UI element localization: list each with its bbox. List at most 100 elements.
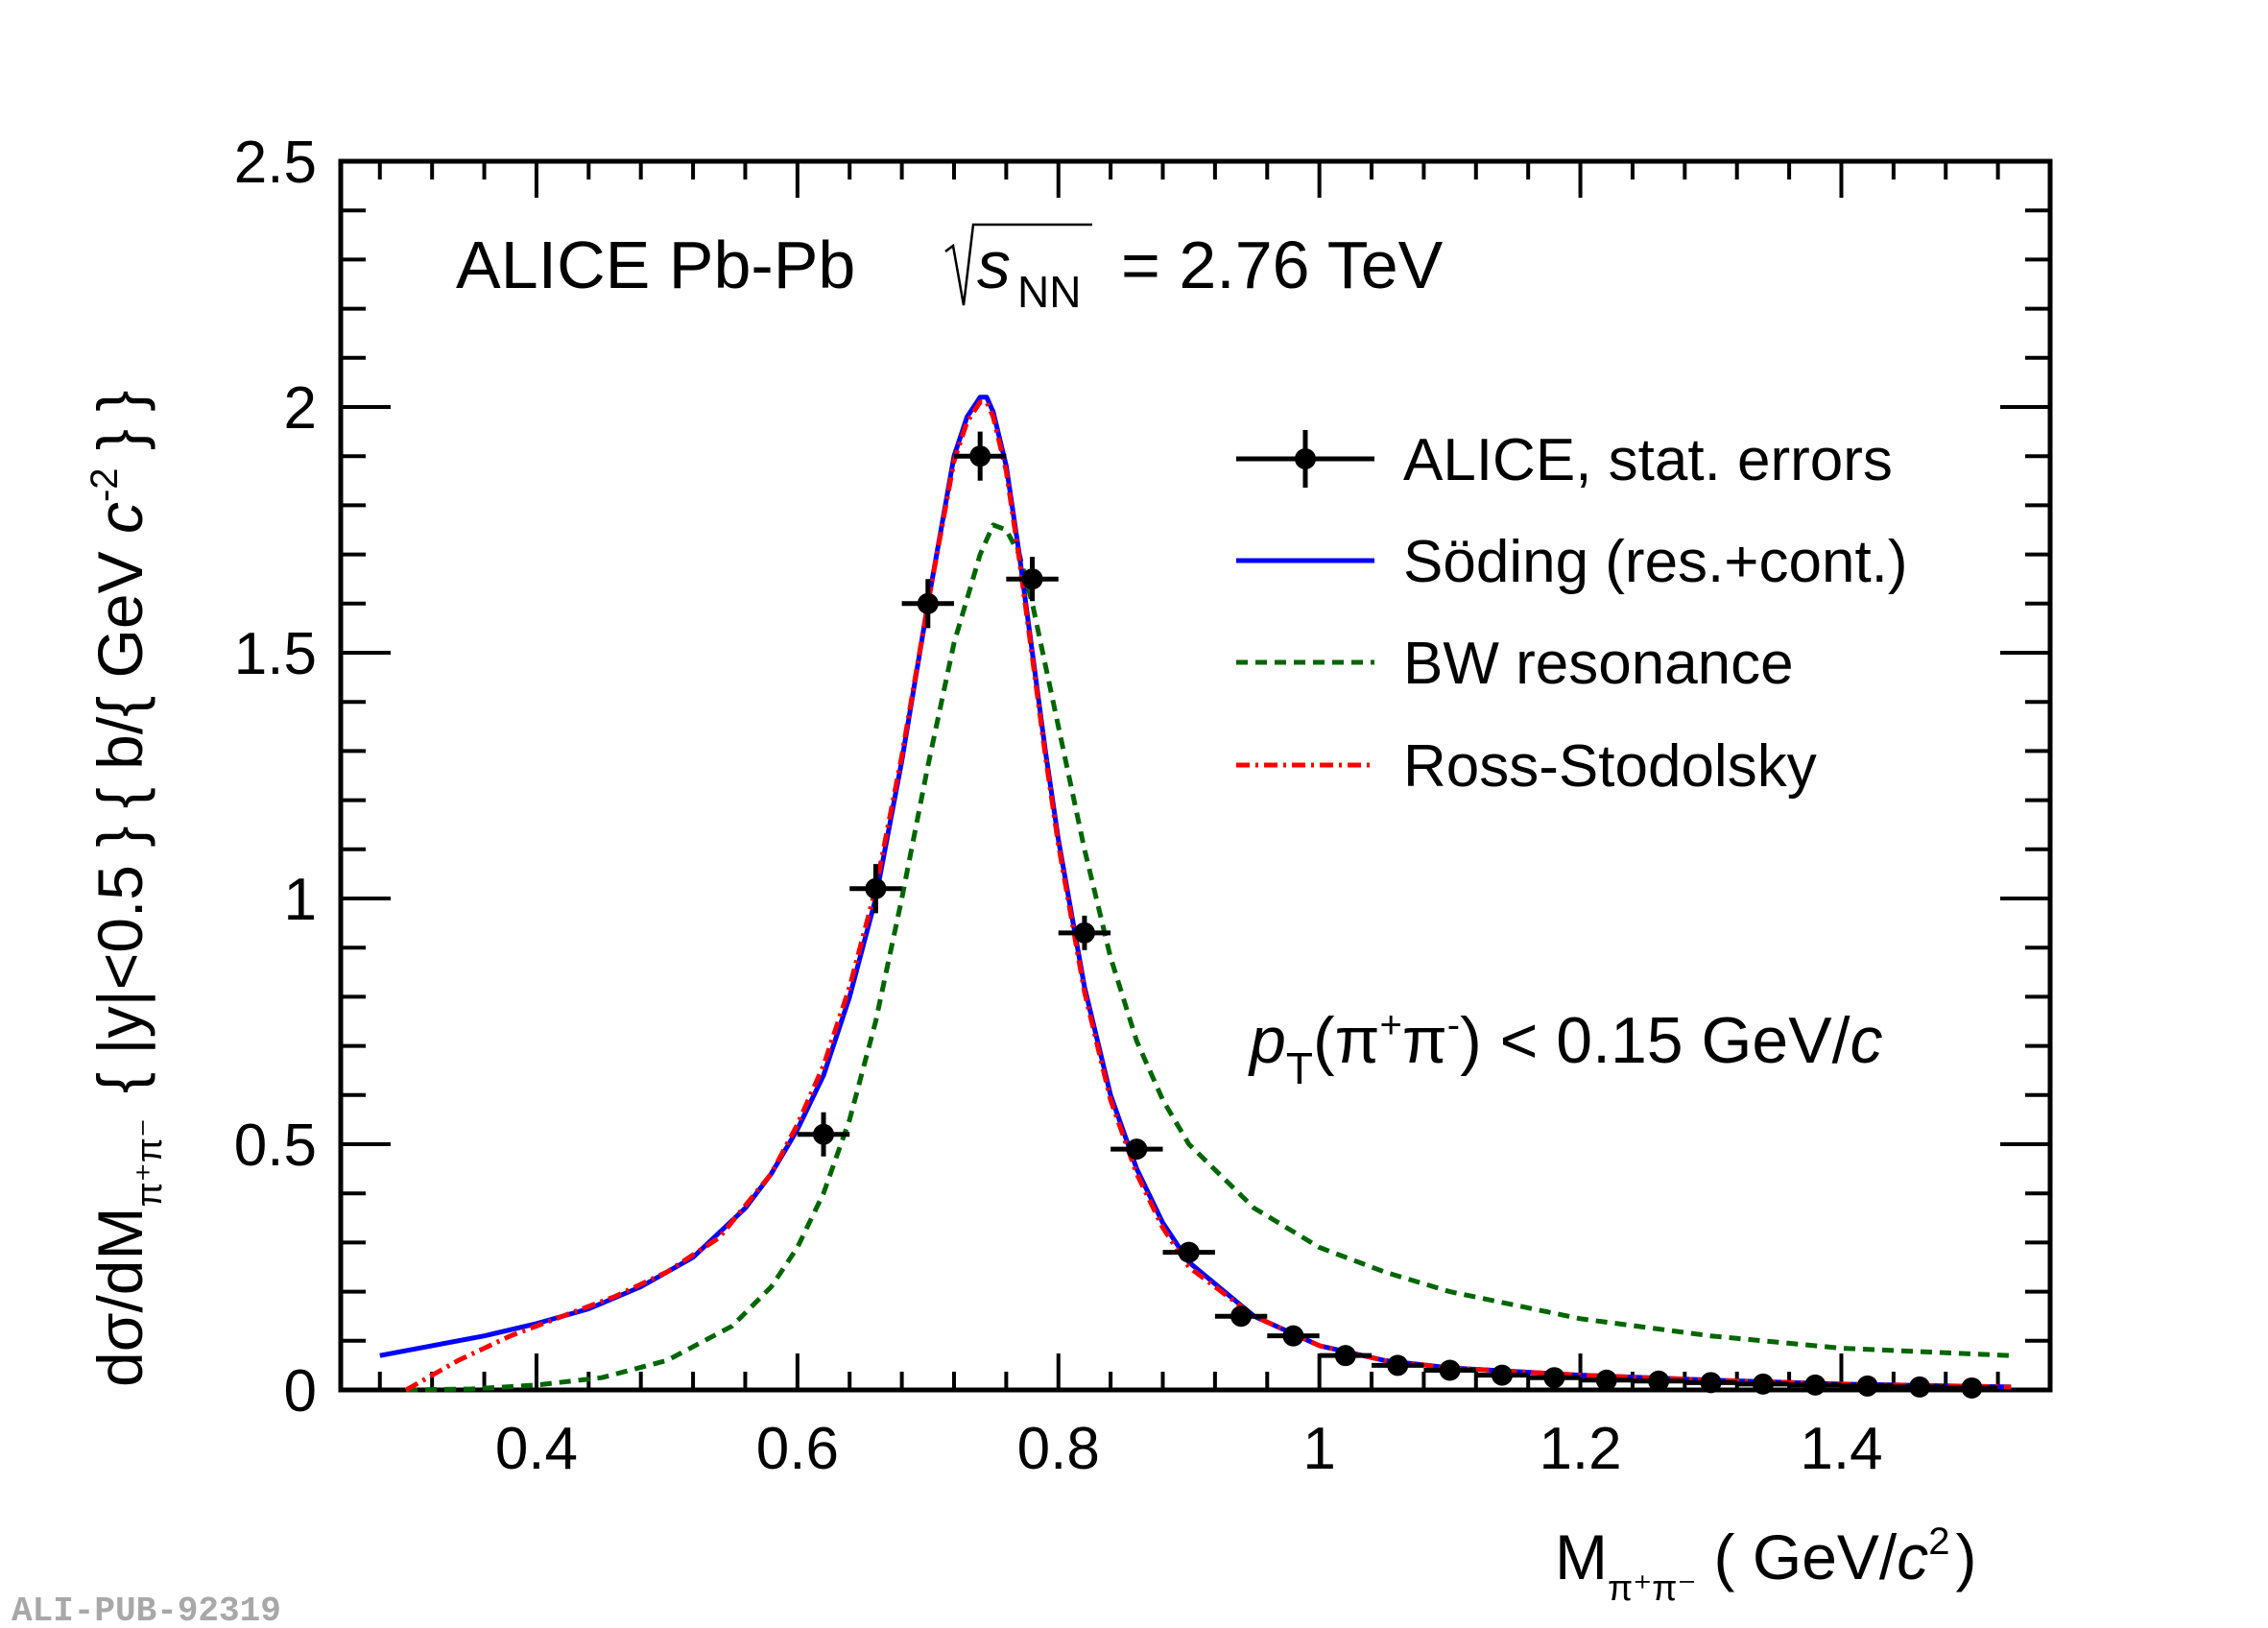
energy-s: s xyxy=(977,227,1011,302)
x-tick-label: 1.4 xyxy=(1800,1416,1882,1482)
xlabel-c: c xyxy=(1897,1521,1928,1592)
cut-p: p xyxy=(1248,1004,1286,1077)
x-axis-label: Mπ⁺π⁻ ( GeV/c2) xyxy=(1555,1520,1977,1609)
data-point xyxy=(1423,1359,1476,1381)
data-point xyxy=(1632,1370,1685,1392)
point-marker xyxy=(1909,1376,1931,1398)
point-marker xyxy=(969,445,991,467)
y-tick-label: 0 xyxy=(284,1358,317,1424)
point-marker xyxy=(1387,1354,1409,1377)
data-point xyxy=(849,864,902,914)
cut-c: c xyxy=(1850,1004,1882,1077)
point-marker xyxy=(1804,1374,1826,1396)
pt-cut-label: pT(π+π-) < 0.15 GeV/c xyxy=(1248,1004,1882,1093)
cut-p-sub: T xyxy=(1286,1043,1313,1093)
data-point xyxy=(1162,1241,1215,1263)
data-point xyxy=(1319,1345,1373,1367)
data-point xyxy=(901,579,954,629)
y-tick-label: 1 xyxy=(284,867,317,933)
ylabel-d-pow: -2 xyxy=(84,467,126,502)
legend: ALICE, stat. errors Söding (res.+cont.) … xyxy=(1236,427,1908,800)
xlabel-pow: 2 xyxy=(1928,1520,1949,1563)
data-point xyxy=(953,431,1007,481)
y-tick-label: 2 xyxy=(284,375,317,442)
point-marker xyxy=(1491,1364,1513,1386)
y-tick-label: 1.5 xyxy=(234,621,317,687)
point-marker xyxy=(1595,1369,1617,1391)
energy-value: = 2.76 TeV xyxy=(1121,227,1444,302)
data-point xyxy=(1684,1372,1737,1394)
x-tick-labels: 0.4 0.6 0.8 1 1.2 1.4 xyxy=(495,1416,1883,1482)
data-point xyxy=(1267,1325,1320,1347)
ylabel-a-sub: π⁺π⁻ xyxy=(130,1118,170,1208)
ylabel-a: dσ/dM xyxy=(84,1208,155,1387)
point-marker xyxy=(1334,1345,1356,1367)
cut-pi1: π xyxy=(1335,1004,1380,1077)
y-axis-label: dσ/dMπ⁺π⁻{ |y|<0.5 } { b/{ GeV c-2 } } xyxy=(84,391,170,1387)
y-tick-label: 0.5 xyxy=(234,1113,317,1179)
data-points xyxy=(797,431,1998,1399)
point-marker xyxy=(1073,922,1095,944)
point-marker xyxy=(1856,1375,1878,1397)
xlabel-m: M xyxy=(1555,1521,1608,1592)
data-point xyxy=(1528,1367,1581,1389)
xlabel-sub: π⁺π⁻ xyxy=(1608,1568,1697,1609)
legend-label-soding: Söding (res.+cont.) xyxy=(1403,529,1908,595)
point-marker xyxy=(1282,1325,1304,1347)
svg-text:dσ/dMπ⁺π⁻{ |y|<0.5 } { b/{ Ge: dσ/dMπ⁺π⁻{ |y|<0.5 } { b/{ GeV c-2 } } xyxy=(84,391,170,1387)
cut-sup1: + xyxy=(1380,1004,1402,1046)
chart-title: ALICE Pb-Pb xyxy=(456,227,855,302)
point-marker xyxy=(813,1123,835,1145)
point-marker xyxy=(1126,1138,1148,1161)
point-marker xyxy=(1961,1377,1983,1399)
sqrt-symbol xyxy=(944,223,1092,306)
data-point xyxy=(1006,557,1059,602)
xlabel-unit: GeV/ xyxy=(1735,1521,1898,1592)
data-point xyxy=(1372,1354,1424,1377)
svg-text:Mπ⁺π⁻( GeV/c2): Mπ⁺π⁻ ( GeV/c2) xyxy=(1555,1520,1977,1609)
legend-entry-ross: Ross-Stodolsky xyxy=(1236,733,1817,800)
data-point xyxy=(1110,1138,1163,1161)
y-tick-labels: 0 0.5 1 1.5 2 2.5 xyxy=(234,130,317,1424)
data-point xyxy=(1214,1305,1268,1328)
ylabel-d: GeV xyxy=(84,534,155,678)
energy-label: s NN = 2.76 TeV xyxy=(944,223,1444,317)
plot-frame xyxy=(338,158,2053,1393)
y-tick-label: 2.5 xyxy=(234,130,317,196)
point-marker xyxy=(865,877,887,899)
axis-ticks xyxy=(341,159,2052,1392)
x-tick-label: 0.6 xyxy=(756,1416,839,1482)
point-marker xyxy=(1752,1373,1774,1395)
svg-text:pT(π+π-) < 0.15 GeV/c: pT(π+π-) < 0.15 GeV/c xyxy=(1248,1004,1882,1093)
data-point xyxy=(1946,1377,1998,1399)
legend-entry-soding: Söding (res.+cont.) xyxy=(1236,529,1908,595)
xlabel-close: ) xyxy=(1956,1521,1977,1592)
cut-sup2: - xyxy=(1447,1004,1460,1046)
curves xyxy=(379,395,2012,1393)
data-point xyxy=(1058,915,1111,950)
data-point xyxy=(1475,1364,1529,1386)
legend-entry-alice: ALICE, stat. errors xyxy=(1236,427,1893,493)
energy-sub: NN xyxy=(1017,267,1081,317)
x-tick-label: 0.8 xyxy=(1017,1416,1100,1482)
data-point xyxy=(1789,1374,1842,1396)
data-point xyxy=(1893,1376,1946,1398)
x-tick-label: 0.4 xyxy=(495,1416,578,1482)
publication-id: ALI-PUB-92319 xyxy=(12,1592,281,1628)
legend-label-bw: BW resonance xyxy=(1403,631,1794,697)
ylabel-b: |y|<0.5 xyxy=(84,865,155,1055)
point-marker xyxy=(1543,1367,1565,1389)
x-tick-label: 1.2 xyxy=(1539,1416,1621,1482)
cut-pi2: π xyxy=(1402,1004,1447,1077)
point-marker xyxy=(1439,1359,1461,1381)
data-point xyxy=(1736,1373,1790,1395)
point-marker xyxy=(1178,1241,1200,1263)
data-point xyxy=(1841,1375,1894,1397)
data-point xyxy=(797,1112,850,1157)
point-marker xyxy=(1648,1370,1670,1392)
cut-open: ( xyxy=(1313,1004,1335,1077)
curve-bw-resonance xyxy=(405,522,2012,1393)
ylabel-c: b/ xyxy=(84,716,155,770)
legend-label-ross: Ross-Stodolsky xyxy=(1403,733,1817,800)
